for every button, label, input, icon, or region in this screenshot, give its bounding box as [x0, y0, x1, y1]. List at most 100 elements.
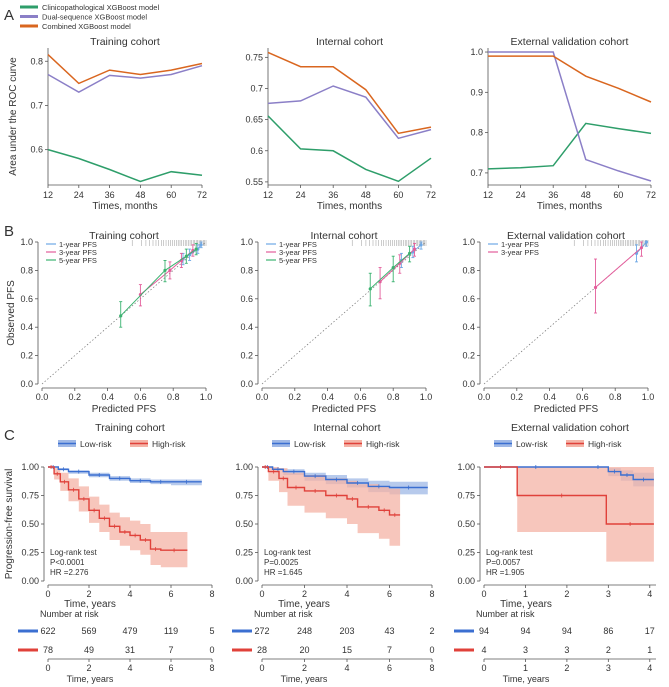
calibration-point: [163, 268, 167, 272]
x-tick-label: 0.0: [478, 392, 491, 402]
calibration-line-2: [595, 247, 642, 288]
risk-count-high: 31: [125, 645, 135, 655]
series-line-3: [488, 55, 652, 103]
legend-label: 1-year PFS: [59, 240, 97, 249]
risk-x-tick-label: 2: [564, 663, 569, 673]
x-tick-label: 24: [74, 190, 84, 200]
panel-a-chart-1: Training cohort 0.6 0.7 0.8 12 24 36 48 60 72 Time…: [8, 3, 207, 212]
x-tick-label: 0: [481, 589, 486, 599]
x-tick-label: 0.6: [134, 392, 147, 402]
x-tick-label: 4: [647, 589, 652, 599]
risk-count-low: 272: [254, 626, 269, 636]
legend-label: High-risk: [152, 439, 186, 449]
chart-title: External validation cohort: [511, 422, 629, 434]
y-tick-label: 0.00: [21, 576, 39, 586]
calibration-point: [391, 265, 395, 270]
legend: Clinicopathological XGBoost modelDual-se…: [20, 3, 159, 31]
y-tick-label: 0.4: [20, 322, 33, 332]
risk-count-high: 7: [168, 645, 173, 655]
series-line-1: [47, 148, 203, 183]
risk-table-label: Number at risk: [254, 609, 313, 619]
calibration-line-3: [120, 248, 197, 317]
risk-count-high: 3: [564, 645, 569, 655]
risk-count-high: 4: [481, 645, 486, 655]
y-axis-label: Progression-free survival: [4, 469, 15, 580]
x-tick-label: 2: [564, 589, 569, 599]
y-tick-label: 1.0: [240, 237, 253, 247]
logrank-annotation: HR =2.276: [50, 568, 89, 577]
legend: Low-risk High-risk: [58, 439, 186, 449]
panel-a-chart-2: Internal cohort 0.55 0.6 0.65 0.7 0.75 12 24 36 4…: [245, 36, 436, 212]
x-axis-label: Predicted PFS: [92, 404, 157, 415]
confidence-band-high: [484, 467, 654, 562]
logrank-annotation: Log-rank test: [486, 548, 533, 557]
legend-label: 1-year PFS: [501, 240, 539, 249]
y-tick-label: 0.0: [462, 379, 475, 389]
y-tick-label: 0.75: [235, 491, 253, 501]
calibration-point: [419, 243, 423, 247]
y-tick-label: 0.8: [240, 265, 253, 275]
x-tick-label: 0.8: [167, 392, 180, 402]
y-tick-label: 0.9: [470, 87, 483, 97]
risk-x-tick-label: 8: [209, 663, 214, 673]
x-tick-label: 1.0: [642, 392, 655, 402]
calibration-point: [593, 285, 598, 290]
x-tick-label: 2: [86, 589, 91, 599]
panel-label-c: C: [4, 427, 15, 444]
risk-x-tick-label: 4: [647, 663, 652, 673]
x-tick-label: 60: [166, 190, 176, 200]
y-tick-label: 0.50: [457, 519, 475, 529]
x-tick-label: 72: [197, 190, 207, 200]
legend-label: Low-risk: [294, 439, 326, 449]
risk-x-tick-label: 6: [168, 663, 173, 673]
risk-count-high: 0: [429, 645, 434, 655]
x-tick-label: 72: [426, 190, 436, 200]
series-line-2: [488, 51, 652, 182]
x-tick-label: 0.2: [69, 392, 82, 402]
risk-x-tick-label: 8: [429, 663, 434, 673]
risk-x-tick-label: 6: [387, 663, 392, 673]
risk-table: Number at risk 94 4 0 94 3 1 94 3 2 86 2 3 17 1 4 Time, …: [454, 609, 656, 684]
x-axis-label: Time, years: [64, 599, 116, 610]
y-tick-label: 0.25: [235, 548, 253, 558]
x-tick-label: 6: [387, 589, 392, 599]
panel-label-b: B: [4, 223, 14, 240]
confidence-band-high: [262, 467, 401, 546]
x-axis-label: Time, years: [500, 599, 552, 610]
panel-b-chart-1: Training cohort 0.00.0 0.2 0.2 0.4 0.4 0.6 0.6 0…: [6, 230, 212, 415]
risk-count-low: 94: [520, 626, 530, 636]
x-tick-label: 36: [105, 190, 115, 200]
risk-count-high: 28: [257, 645, 267, 655]
risk-count-low: 622: [40, 626, 55, 636]
legend-label: Dual-sequence XGBoost model: [42, 13, 147, 22]
risk-count-low: 203: [339, 626, 354, 636]
risk-x-tick-label: 1: [523, 663, 528, 673]
risk-x-tick-label: 4: [344, 663, 349, 673]
x-tick-label: 24: [516, 190, 526, 200]
chart-title: Training cohort: [90, 36, 160, 48]
calibration-point: [199, 243, 203, 247]
risk-table: Number at risk2722802482022031544376208T…: [232, 609, 435, 684]
risk-count-high: 7: [387, 645, 392, 655]
legend-label: 1-year PFS: [279, 240, 317, 249]
x-tick-label: 4: [127, 589, 132, 599]
risk-x-tick-label: 3: [606, 663, 611, 673]
risk-count-high: 3: [523, 645, 528, 655]
y-tick-label: 0.65: [245, 115, 263, 125]
y-tick-label: 0.25: [457, 548, 475, 558]
x-tick-label: 48: [581, 190, 591, 200]
y-tick-label: 0.0: [240, 379, 253, 389]
y-tick-label: 0.8: [470, 128, 483, 138]
x-tick-label: 1.0: [200, 392, 213, 402]
y-tick-label: 1.00: [457, 462, 475, 472]
legend-label: 5-year PFS: [59, 256, 97, 265]
series-line-2: [47, 64, 203, 94]
y-tick-label: 0.8: [462, 265, 475, 275]
x-tick-label: 0.6: [354, 392, 367, 402]
y-tick-label: 1.0: [470, 47, 483, 57]
risk-table: Number at risk 622 78 0 569 49 2 479 31 4 119 7 6 5 0 8…: [18, 609, 215, 684]
x-tick-label: 1.0: [420, 392, 433, 402]
panel-b-chart-2: Internal cohort 0.00.0 0.2 0.2 0.4 0.4 0.6 0.6 0…: [240, 230, 432, 415]
